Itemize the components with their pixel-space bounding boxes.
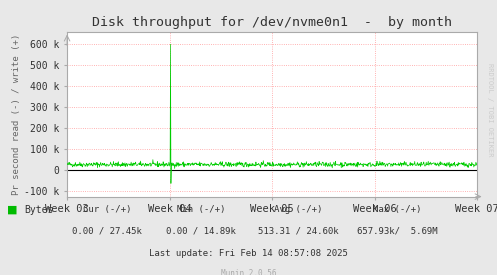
Text: Max (-/+): Max (-/+) bbox=[373, 205, 422, 214]
Text: 513.31 / 24.60k: 513.31 / 24.60k bbox=[258, 227, 338, 236]
Text: Bytes: Bytes bbox=[24, 205, 53, 215]
Text: ■: ■ bbox=[7, 205, 18, 215]
Text: 657.93k/  5.69M: 657.93k/ 5.69M bbox=[357, 227, 438, 236]
Text: 0.00 / 27.45k: 0.00 / 27.45k bbox=[72, 227, 142, 236]
Text: Min (-/+): Min (-/+) bbox=[177, 205, 226, 214]
Text: Munin 2.0.56: Munin 2.0.56 bbox=[221, 269, 276, 275]
Text: 0.00 / 14.89k: 0.00 / 14.89k bbox=[166, 227, 236, 236]
Text: Avg (-/+): Avg (-/+) bbox=[274, 205, 323, 214]
Y-axis label: Pr second read (-) / write (+): Pr second read (-) / write (+) bbox=[12, 34, 21, 195]
Text: Cur (-/+): Cur (-/+) bbox=[83, 205, 131, 214]
Text: Last update: Fri Feb 14 08:57:08 2025: Last update: Fri Feb 14 08:57:08 2025 bbox=[149, 249, 348, 258]
Title: Disk throughput for /dev/nvme0n1  -  by month: Disk throughput for /dev/nvme0n1 - by mo… bbox=[92, 16, 452, 29]
Text: RRDTOOL / TOBI OETIKER: RRDTOOL / TOBI OETIKER bbox=[487, 63, 493, 157]
